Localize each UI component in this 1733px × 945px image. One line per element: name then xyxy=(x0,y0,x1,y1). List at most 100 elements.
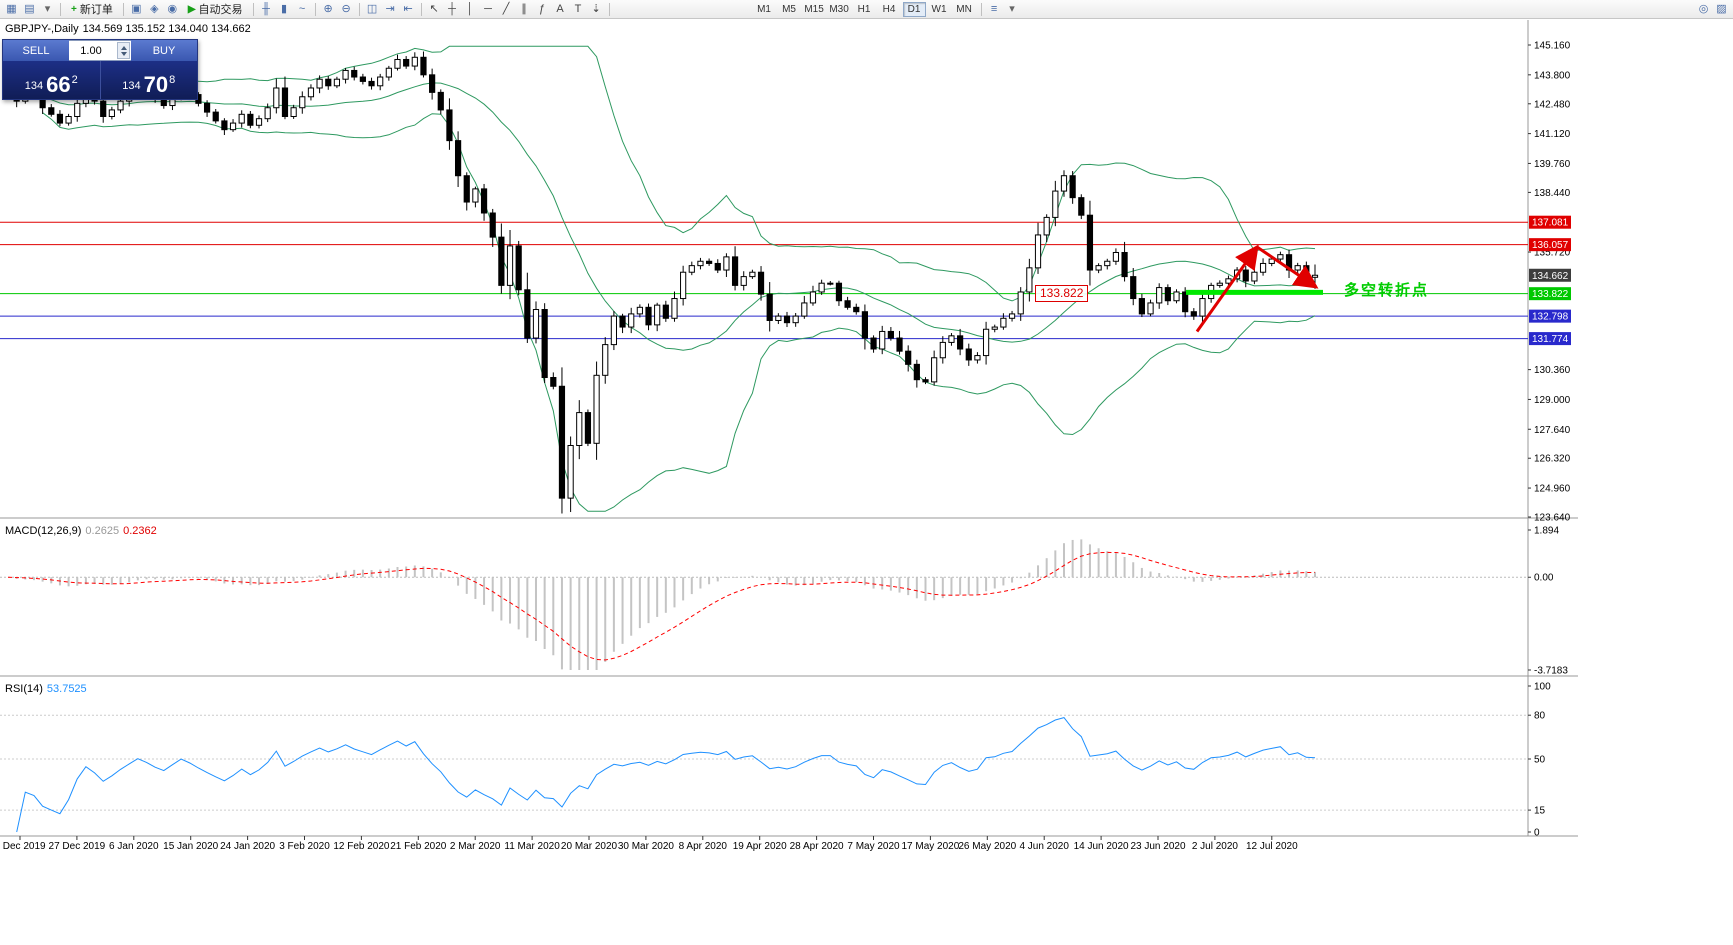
search-icon[interactable]: ◎ xyxy=(1698,2,1709,15)
sell-price-pips: 66 xyxy=(46,72,71,97)
sell-button[interactable]: SELL xyxy=(3,40,69,61)
volume-down-icon[interactable] xyxy=(120,51,127,56)
auto-scroll-icon[interactable]: ⇥ xyxy=(385,2,395,15)
buy-price-pipette: 8 xyxy=(169,74,176,86)
macd-signal-value: 0.2362 xyxy=(123,525,157,537)
svg-text:0: 0 xyxy=(1534,828,1540,839)
new-order-icon: + xyxy=(71,3,77,15)
tile-windows-icon[interactable]: ◫ xyxy=(366,2,378,15)
indicators-icon[interactable]: ≡ xyxy=(990,2,998,15)
volume-up-icon[interactable] xyxy=(120,45,127,50)
svg-text:27 Dec 2019: 27 Dec 2019 xyxy=(49,841,106,852)
svg-text:133.822: 133.822 xyxy=(1532,289,1569,300)
text-label-icon[interactable]: T xyxy=(574,2,582,15)
svg-text:131.774: 131.774 xyxy=(1532,334,1569,345)
toolbar-separator xyxy=(314,2,316,16)
horizontal-line-icon[interactable]: ─ xyxy=(484,2,492,15)
svg-text:137.081: 137.081 xyxy=(1532,218,1569,229)
buy-price[interactable]: 134 70 8 xyxy=(101,61,198,99)
candlesticks xyxy=(4,51,1319,514)
sell-price[interactable]: 134 66 2 xyxy=(3,61,101,99)
chart-canvas[interactable]: 145.160 143.800 142.480 141.120 139.760 138.4… xyxy=(0,20,1733,945)
autotrading-button[interactable]: ▶ 自动交易 xyxy=(182,1,249,17)
crosshair-icon[interactable]: ┼ xyxy=(448,2,456,15)
new-order-button[interactable]: + 新订单 xyxy=(65,1,119,17)
symbol-period-label: GBPJPY-,Daily xyxy=(5,23,79,35)
svg-text:130.360: 130.360 xyxy=(1534,365,1571,376)
svg-text:141.120: 141.120 xyxy=(1534,129,1571,140)
macd-name: MACD(12,26,9) xyxy=(5,525,82,537)
cursor-icon[interactable]: ↖ xyxy=(429,2,439,15)
svg-text:26 May 2020: 26 May 2020 xyxy=(958,841,1016,852)
svg-text:50: 50 xyxy=(1534,755,1546,766)
trendline-icon[interactable]: ╱ xyxy=(502,2,510,15)
timeframe-button-m1[interactable]: M1 xyxy=(753,2,776,17)
price-scale[interactable]: 145.160 143.800 142.480 141.120 139.760 138.4… xyxy=(1528,41,1571,839)
chart-profiles-icon[interactable]: ▤ xyxy=(24,2,35,15)
equidistant-channel-icon[interactable]: ∥ xyxy=(521,2,527,15)
profiles-dropdown-icon[interactable]: ▾ xyxy=(44,2,51,15)
svg-text:20 Mar 2020: 20 Mar 2020 xyxy=(561,841,618,852)
svg-text:6 Jan 2020: 6 Jan 2020 xyxy=(109,841,159,852)
bollinger-bands xyxy=(42,45,1316,512)
autotrading-icon: ▶ xyxy=(187,3,196,15)
price-callout-label[interactable]: 133.822 xyxy=(1035,285,1089,302)
trade-panel-top-row: SELL BUY xyxy=(3,40,197,61)
new-chart-icon[interactable]: ▦ xyxy=(6,2,17,15)
svg-text:80: 80 xyxy=(1534,711,1546,722)
turning-point-note[interactable]: 多空转折点 xyxy=(1344,282,1430,299)
svg-text:123.640: 123.640 xyxy=(1534,513,1571,524)
volume-stepper[interactable] xyxy=(117,42,130,59)
arrows-tool-icon[interactable]: ⇣ xyxy=(591,2,601,15)
candlestick-chart-type-icon[interactable]: ▮ xyxy=(281,2,288,15)
timeframe-button-mn[interactable]: MN xyxy=(953,2,976,17)
zoom-in-icon[interactable]: ⊕ xyxy=(323,2,333,15)
chart-frame xyxy=(0,20,1578,837)
up-arrow-line[interactable] xyxy=(1195,244,1259,333)
timeframe-button-w1[interactable]: W1 xyxy=(928,2,951,17)
svg-text:8 Dec 2019: 8 Dec 2019 xyxy=(0,841,46,852)
timeframe-button-m30[interactable]: M30 xyxy=(829,3,849,15)
timeframe-button-d1[interactable]: D1 xyxy=(902,1,926,17)
trade-panel-price-row: 134 66 2 134 70 8 xyxy=(3,61,197,99)
svg-text:135.720: 135.720 xyxy=(1534,248,1571,259)
data-window-icon[interactable]: ◈ xyxy=(150,2,159,15)
svg-text:-3.7183: -3.7183 xyxy=(1534,666,1568,677)
volume-input[interactable] xyxy=(69,41,113,60)
window-list-icon[interactable]: ▨ xyxy=(1716,2,1727,15)
market-watch-icon[interactable]: ▣ xyxy=(131,2,142,15)
chart-shift-icon[interactable]: ⇤ xyxy=(403,2,413,15)
timeframe-button-h4[interactable]: H4 xyxy=(878,2,901,17)
zoom-out-icon[interactable]: ⊖ xyxy=(341,2,351,15)
buy-price-base: 134 xyxy=(122,80,141,92)
indicators-dropdown-icon[interactable]: ▾ xyxy=(1009,2,1015,15)
macd-main-value: 0.2625 xyxy=(85,525,120,537)
svg-text:139.760: 139.760 xyxy=(1534,159,1571,170)
toolbar-separator xyxy=(420,2,422,16)
toolbar-separator xyxy=(252,2,254,16)
toolbar-separator xyxy=(980,2,982,16)
svg-text:132.798: 132.798 xyxy=(1532,312,1569,323)
timeframe-button-m5[interactable]: M5 xyxy=(778,2,801,17)
svg-text:15: 15 xyxy=(1534,806,1546,817)
bar-chart-type-icon[interactable]: ╫ xyxy=(262,2,270,15)
toolbar-separator xyxy=(122,2,124,16)
text-icon[interactable]: A xyxy=(556,2,564,15)
line-chart-type-icon[interactable]: ~ xyxy=(298,2,306,15)
svg-text:28 Apr 2020: 28 Apr 2020 xyxy=(790,841,844,852)
down-arrow-line[interactable] xyxy=(1256,245,1319,289)
vertical-line-icon[interactable]: │ xyxy=(466,2,474,15)
buy-button[interactable]: BUY xyxy=(131,40,197,61)
sell-price-base: 134 xyxy=(24,80,44,92)
fibonacci-icon[interactable]: ƒ xyxy=(538,2,546,15)
timeframe-button-h1[interactable]: H1 xyxy=(853,2,876,17)
svg-text:23 Jun 2020: 23 Jun 2020 xyxy=(1130,841,1185,852)
timeframe-toolbar: M1 M5 M15 M30 H1 H4 D1 W1 MN xyxy=(752,1,977,17)
navigator-icon[interactable]: ◉ xyxy=(167,2,178,15)
toolbar-separator xyxy=(608,2,610,16)
toolbar-separator xyxy=(358,2,360,16)
timeframe-button-m15[interactable]: M15 xyxy=(804,3,824,15)
svg-text:2 Mar 2020: 2 Mar 2020 xyxy=(450,841,501,852)
